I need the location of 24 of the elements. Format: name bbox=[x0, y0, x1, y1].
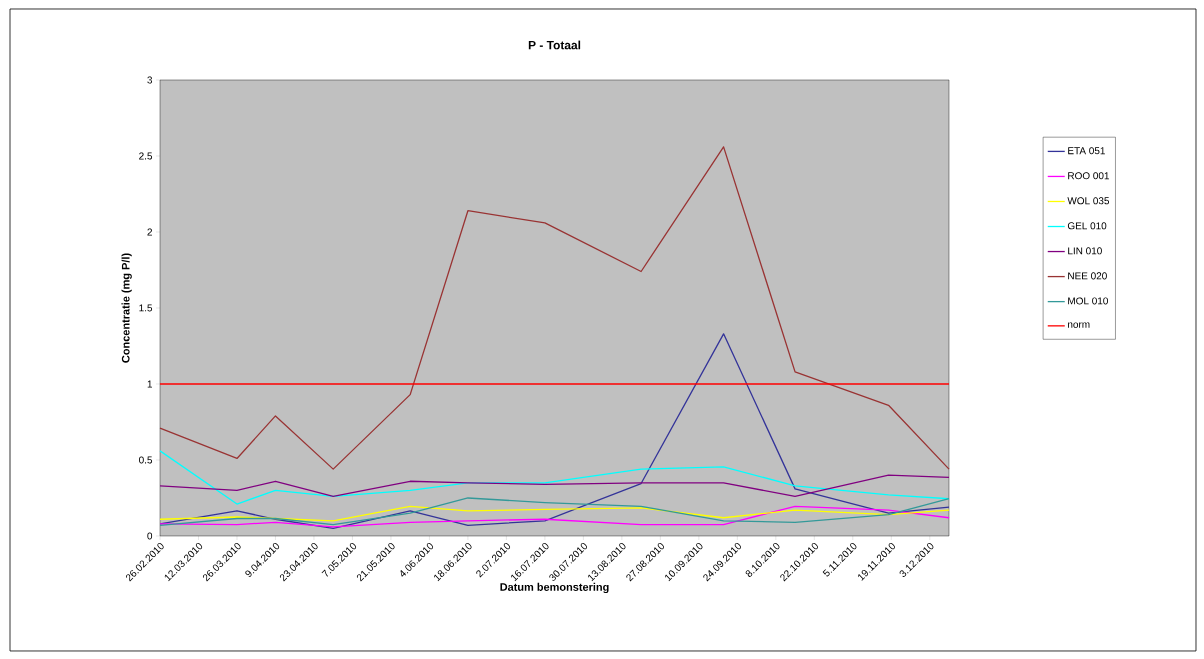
legend-label: norm bbox=[1068, 322, 1090, 328]
y-axis-title: Concentratie (mg P/l) bbox=[121, 253, 132, 363]
legend-label: ETA 051 bbox=[1068, 147, 1105, 155]
x-axis-title: Datum bemonstering bbox=[500, 582, 609, 594]
legend-label: MOL 010 bbox=[1068, 297, 1108, 305]
y-tick-label: 1.5 bbox=[139, 304, 153, 312]
line-series bbox=[159, 497, 950, 526]
line-series bbox=[159, 474, 950, 498]
line-series bbox=[159, 450, 950, 505]
legend-label: ROO 001 bbox=[1068, 172, 1109, 180]
y-tick-label: 2.5 bbox=[139, 152, 153, 160]
line-series bbox=[159, 146, 950, 470]
y-tick-label: 0.5 bbox=[139, 456, 153, 464]
y-tick-label: 1 bbox=[147, 380, 153, 388]
legend-label: GEL 010 bbox=[1067, 222, 1107, 230]
line-series bbox=[159, 505, 950, 522]
y-tick-label: 3 bbox=[147, 76, 153, 84]
line-series bbox=[159, 505, 950, 528]
legend-label: LIN 010 bbox=[1068, 247, 1102, 255]
y-tick-label: 0 bbox=[147, 532, 153, 540]
legend-label: NEE 020 bbox=[1068, 272, 1107, 280]
chart-title: P - Totaal bbox=[528, 40, 581, 50]
legend-label: WOL 035 bbox=[1067, 197, 1110, 205]
y-tick-label: 2 bbox=[147, 228, 152, 236]
